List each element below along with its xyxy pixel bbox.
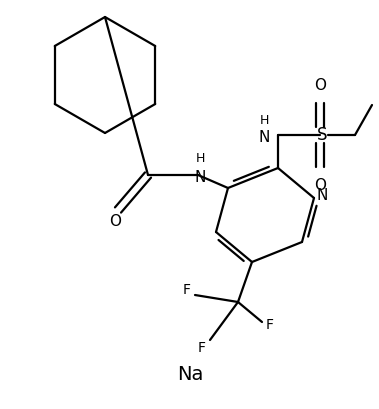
Text: N: N <box>316 189 328 204</box>
Text: Na: Na <box>177 366 203 384</box>
Text: F: F <box>266 318 274 332</box>
Text: N: N <box>258 130 270 144</box>
Text: H: H <box>259 115 269 128</box>
Text: O: O <box>314 77 326 92</box>
Text: S: S <box>317 126 327 144</box>
Text: N: N <box>194 169 206 184</box>
Text: F: F <box>183 283 191 297</box>
Text: F: F <box>198 341 206 355</box>
Text: H: H <box>195 153 205 166</box>
Text: O: O <box>314 178 326 193</box>
Text: O: O <box>109 214 121 229</box>
